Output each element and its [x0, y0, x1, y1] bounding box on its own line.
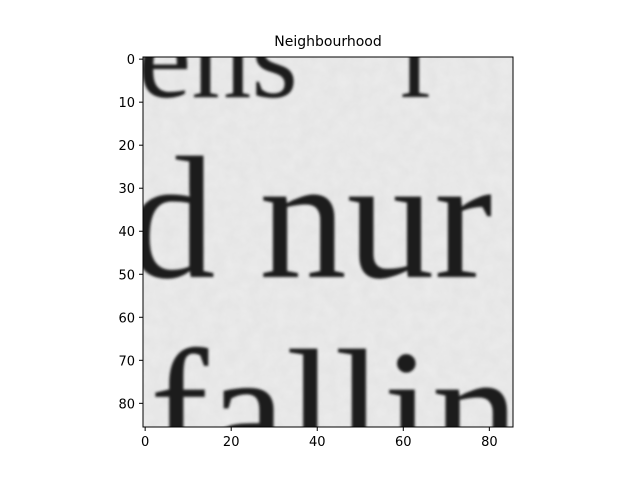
y-tick-label: 70 — [118, 354, 135, 369]
text-line-middle: d nur — [128, 121, 493, 315]
y-tick-label: 50 — [118, 268, 135, 283]
paper-grain — [143, 57, 513, 427]
y-tick-label: 60 — [118, 311, 135, 326]
x-tick-label: 40 — [309, 435, 326, 450]
text-line-top: ens — [138, 0, 298, 123]
y-tick-label: 30 — [118, 182, 135, 197]
figure-title: Neighbourhood — [274, 34, 382, 50]
y-tick-label: 10 — [118, 96, 135, 111]
ink-letters: ens r d nur fallin — [128, 0, 519, 480]
y-tick-label: 20 — [118, 139, 135, 154]
text-line-top-r: r — [400, 0, 440, 123]
y-tick-label: 40 — [118, 225, 135, 240]
scanned-text-image: ens r d nur fallin — [128, 0, 519, 480]
y-tick-label: 80 — [118, 397, 135, 412]
x-tick-label: 20 — [223, 435, 240, 450]
x-axis: 0 20 40 60 80 — [141, 427, 498, 450]
y-tick-label: 0 — [127, 53, 135, 68]
axes-frame — [142, 56, 514, 428]
text-line-bottom: fallin — [150, 314, 519, 480]
x-tick-label: 80 — [481, 435, 498, 450]
x-tick-label: 0 — [141, 435, 149, 450]
x-tick-label: 60 — [395, 435, 412, 450]
y-axis: 0 10 20 30 40 50 60 70 80 — [118, 53, 143, 412]
